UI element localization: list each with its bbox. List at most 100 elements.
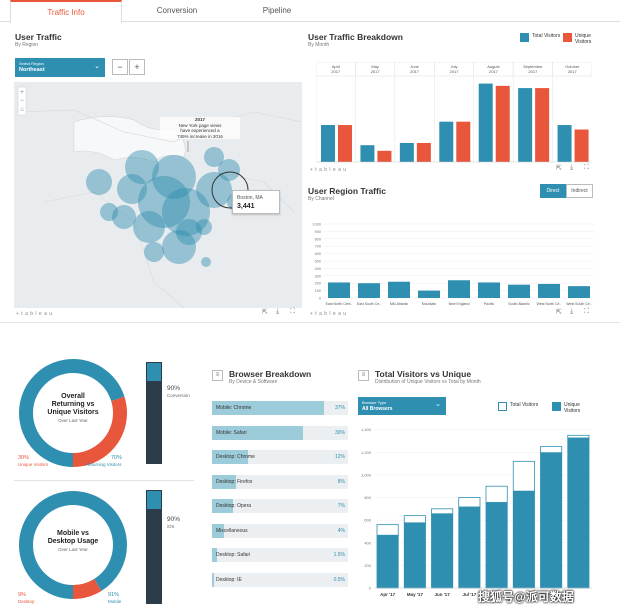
- region-ytick-2: 200: [315, 282, 321, 286]
- map-annotation: 2017 New York page views have experience…: [160, 117, 240, 139]
- zoom-out-button[interactable]: −: [112, 59, 128, 75]
- legend-total-label: Total Visitors: [532, 33, 561, 39]
- tvu-unique-bar-1: [404, 522, 426, 588]
- bar-unique-1: [377, 150, 392, 162]
- region-subtitle: By Channel: [308, 196, 334, 202]
- month-year-1: 2017: [371, 69, 381, 74]
- tvu-unique-bar-6: [540, 452, 562, 588]
- browser-row-fill-1: [212, 425, 303, 440]
- region-bar-3: [418, 290, 440, 298]
- bar-total-0: [321, 125, 335, 162]
- month-label-4: August: [487, 64, 500, 69]
- home-icon: ⌂: [20, 107, 24, 113]
- tab-traffic-info[interactable]: Traffic Info: [10, 0, 122, 23]
- browser-row-2[interactable]: Desktop: Chrome 12%: [212, 450, 348, 464]
- tvu-ytick-6: 1,200: [361, 450, 372, 455]
- browser-row-1[interactable]: Mobile: Safari 30%: [212, 425, 348, 440]
- zoom-in-button[interactable]: +: [129, 59, 145, 75]
- legend-unique-label: Unique Visitors: [575, 33, 592, 45]
- annotation-line-3: 745% increase in 2016: [177, 133, 223, 139]
- region-bar-5: [478, 282, 500, 298]
- region-select[interactable]: Select Region Northeast ⌄: [15, 58, 105, 77]
- tvu-ytick-2: 400: [364, 540, 371, 545]
- share-icon[interactable]: ⇱: [262, 309, 268, 316]
- tvu-legend-total-label: Total Visitors: [510, 402, 539, 408]
- browser-row-6[interactable]: Desktop: Safari 1.5%: [212, 548, 348, 562]
- fullscreen-icon[interactable]: ⛶: [290, 308, 295, 315]
- browser-row-label-1: Mobile: Safari: [216, 429, 247, 436]
- month-year-2: 2017: [410, 69, 420, 74]
- region-xlabel-8: West South Ce..: [566, 302, 591, 306]
- map-toolbar[interactable]: [17, 86, 27, 116]
- browser-row-label-5: Miscellaneous: [216, 527, 248, 534]
- bar-unique-5: [535, 88, 550, 162]
- tvu-xlabel-0: Apr '17: [380, 592, 396, 597]
- region-share-icon[interactable]: ⇱: [556, 309, 562, 316]
- donut1-title-line1: Overall: [61, 393, 85, 400]
- breakdown-download-icon[interactable]: ⤓: [570, 164, 574, 171]
- tvu-legend-total-swatch: [498, 402, 507, 411]
- ios-bar-fill: [147, 491, 161, 509]
- ios-pct: 90%: [167, 516, 181, 523]
- browser-row-3[interactable]: Desktop: Firefox 8%: [212, 474, 348, 489]
- toggle-indirect[interactable]: Indirect: [566, 184, 593, 198]
- tvu-menu-icon[interactable]: ≡: [358, 370, 369, 381]
- browser-menu-icon[interactable]: ≡: [212, 370, 223, 381]
- bar-total-3: [439, 121, 454, 162]
- tvu-subtitle: Distribution of Unique Visitors vs Total…: [375, 379, 481, 385]
- browser-type-select[interactable]: Browser Type All Browsers ⌄: [358, 397, 446, 415]
- tab-conversion[interactable]: Conversion: [156, 6, 198, 15]
- toggle-direct[interactable]: Direct: [540, 184, 566, 198]
- browser-row-4[interactable]: Desktop: Opera 7%: [212, 499, 348, 513]
- tab-pipeline[interactable]: Pipeline: [262, 6, 292, 15]
- tvu-ytick-4: 800: [364, 495, 371, 500]
- annotation-line-2: have experienced a: [180, 128, 220, 133]
- browser-row-value-4: 7%: [337, 503, 345, 509]
- bar-unique-4: [495, 85, 510, 162]
- tvu-legend-unique-swatch: [552, 402, 561, 411]
- bar-unique-6: [574, 129, 589, 162]
- tab-bar: Traffic Info Conversion Pipeline: [0, 0, 620, 23]
- donut2-right-pct: 91%: [108, 592, 120, 598]
- region-download-icon[interactable]: ⤓: [570, 308, 574, 315]
- tvu-title: Total Visitors vs Unique: [375, 369, 472, 379]
- browser-row-7[interactable]: Desktop: IE 0.5%: [212, 572, 348, 587]
- legend-total-swatch: [520, 33, 529, 42]
- breakdown-fullscreen-icon[interactable]: ⛶: [584, 164, 589, 171]
- region-ytick-10: 1000: [313, 223, 321, 227]
- ios-bar: [146, 490, 162, 604]
- download-icon[interactable]: ⤓: [276, 308, 280, 315]
- region-xlabel-0: East North Cent..: [326, 302, 353, 306]
- tvu-unique-bar-3: [458, 506, 480, 588]
- donut1-title-line2: Returning vs: [51, 401, 95, 408]
- region-xlabel-1: East South Ce..: [357, 302, 382, 306]
- region-ytick-8: 800: [315, 237, 321, 241]
- region-ytick-1: 100: [315, 289, 321, 293]
- month-year-6: 2017: [568, 69, 578, 74]
- month-year-4: 2017: [489, 69, 499, 74]
- browser-row-fill-0: [212, 401, 324, 415]
- tooltip-value: 3,441: [237, 203, 255, 210]
- region-bar-1: [358, 283, 380, 298]
- region-select-value: Northeast: [19, 67, 45, 73]
- browser-row-value-7: 0.5%: [333, 576, 345, 583]
- browser-row-0[interactable]: Mobile: Chrome 37%: [212, 401, 348, 415]
- bar-total-2: [399, 142, 414, 162]
- browser-type-label: Browser Type: [362, 400, 387, 405]
- donut1-left-pct: 30%: [18, 455, 30, 461]
- bar-total-5: [518, 88, 533, 162]
- donut2-left-label: Desktop: [18, 599, 35, 604]
- region-xlabel-3: Mountain: [422, 302, 436, 306]
- browser-row-5[interactable]: Miscellaneous 4%: [212, 523, 348, 538]
- month-year-3: 2017: [450, 69, 460, 74]
- month-label-3: July: [450, 64, 457, 69]
- region-fullscreen-icon[interactable]: ⛶: [584, 308, 589, 315]
- browser-type-value: All Browsers: [362, 406, 393, 412]
- region-xlabel-6: South Atlantic: [508, 302, 530, 306]
- breakdown-share-icon[interactable]: ⇱: [556, 165, 562, 172]
- browser-row-label-7: Desktop: IE: [216, 576, 242, 583]
- donut2-title-line2: Desktop Usage: [47, 538, 99, 545]
- month-label-0: April: [332, 64, 340, 69]
- tvu-ytick-5: 1,000: [361, 472, 372, 477]
- tvu-unique-bar-5: [513, 490, 535, 588]
